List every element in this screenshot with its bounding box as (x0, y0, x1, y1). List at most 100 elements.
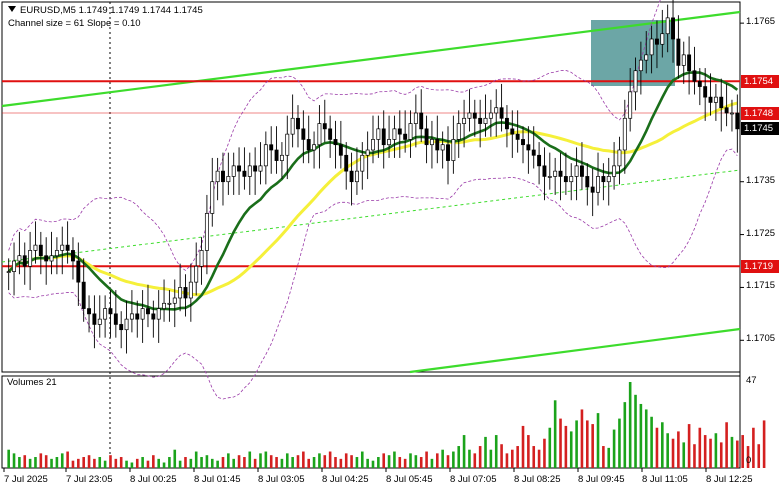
volume-bar (109, 455, 112, 468)
candle-body (488, 112, 493, 119)
candle-body (606, 176, 611, 183)
volume-bar (510, 449, 514, 468)
candle-body (242, 170, 247, 177)
candle-body (108, 308, 113, 315)
candle-body (537, 154, 542, 167)
candle-body (687, 54, 692, 72)
candle-body (119, 324, 124, 331)
candle-body (724, 107, 729, 114)
volume-bar (168, 457, 171, 468)
volume-bar (302, 451, 305, 468)
moving-average-fast (7, 71, 739, 311)
volume-bar (430, 458, 434, 468)
candle-body (360, 154, 365, 172)
candle-body (333, 139, 338, 146)
volume-panel-title: Volumes 21 (7, 377, 57, 388)
volume-bar (457, 446, 461, 468)
volume-bar (446, 455, 450, 468)
volume-bar (152, 455, 155, 468)
candle-body (33, 244, 38, 251)
x-tick-label: 8 Jul 11:05 (642, 474, 688, 485)
candle-body (617, 149, 622, 167)
candle-body (622, 117, 627, 151)
volume-bar (18, 457, 21, 468)
volume-bar (130, 462, 134, 468)
volume-bar (687, 424, 691, 468)
volume-bar (505, 453, 509, 468)
volume-bar (157, 458, 160, 468)
candle-body (638, 59, 643, 72)
candle-body (397, 128, 402, 135)
volume-bar (462, 435, 466, 468)
volume-bar (34, 457, 37, 468)
volume-bar (318, 453, 321, 468)
candle-body (574, 165, 579, 177)
volume-bar (655, 427, 659, 468)
volume-bar (537, 449, 541, 468)
candle-body (210, 181, 215, 214)
candle-body (446, 144, 450, 161)
candle-body (649, 38, 654, 56)
candle-body (596, 176, 600, 193)
volume-bar (77, 458, 80, 468)
volume-bar (312, 457, 316, 468)
candle-body (188, 281, 193, 299)
candle-body (6, 271, 11, 273)
volume-bar (194, 451, 198, 468)
candle-body (151, 313, 156, 320)
volume-bar (60, 453, 64, 468)
volume-bar (478, 446, 482, 468)
volume-bar (264, 451, 268, 468)
candle-body (183, 287, 188, 299)
candle-body (419, 112, 424, 130)
candle-body (76, 260, 81, 283)
volume-bar (521, 425, 525, 468)
candle-body (12, 260, 16, 272)
candle-body (60, 244, 65, 251)
candle-body (253, 165, 258, 172)
candle-body (676, 38, 681, 66)
x-tick-label: 8 Jul 05:45 (386, 474, 433, 485)
volume-bar (87, 455, 91, 468)
volume-bar (618, 418, 621, 468)
candle-body (590, 186, 595, 193)
candle-body (510, 128, 515, 135)
x-tick-label: 8 Jul 08:25 (514, 474, 561, 485)
candle-body (542, 165, 547, 177)
volume-bar (259, 453, 262, 468)
volume-bar (569, 431, 573, 468)
candle-body (28, 250, 33, 267)
candle-body (87, 308, 91, 315)
volume-bar (355, 457, 359, 468)
candle-body (392, 128, 397, 140)
x-tick-label: 7 Jul 2025 (4, 474, 48, 485)
volume-bar (184, 457, 187, 468)
volume-bar (719, 442, 723, 468)
volume-bar (55, 457, 59, 468)
candle-body (65, 244, 70, 251)
volume-bar (227, 453, 230, 468)
volume-bar (141, 457, 144, 468)
candle-body (644, 54, 649, 61)
candle-body (237, 165, 242, 172)
volume-bar (591, 424, 594, 468)
volume-bar (564, 425, 568, 468)
dropdown-triangle-icon[interactable] (8, 6, 16, 12)
volume-bar (762, 420, 766, 468)
channel-info: Channel size = 61 Slope = 0.10 (8, 18, 141, 29)
candle-body (451, 139, 456, 161)
volume-bar (221, 457, 225, 468)
candle-body (274, 149, 279, 161)
candle-body (279, 154, 284, 161)
price-label-current: 1.1745 (741, 122, 779, 136)
candle-body (569, 176, 574, 183)
volume-bar (103, 460, 107, 468)
y-tick-label: 1.1735 (746, 174, 776, 186)
volume-bar (344, 453, 348, 468)
volume-bar (216, 460, 219, 468)
volume-bar (607, 447, 611, 468)
candle-body (338, 144, 343, 156)
volume-bar (414, 455, 418, 468)
